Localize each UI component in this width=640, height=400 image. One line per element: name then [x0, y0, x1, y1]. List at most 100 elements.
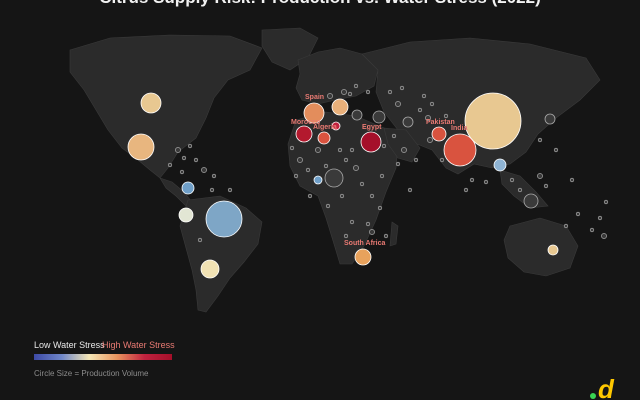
bubble-canada [140, 92, 162, 114]
south-america [179, 195, 263, 313]
minor-producer-dot [343, 157, 349, 163]
minor-producer-dot [543, 183, 549, 189]
bubble-spain [303, 102, 325, 124]
minor-producer-dot [379, 173, 385, 179]
minor-producer-dot [201, 167, 207, 173]
minor-producer-dot [369, 193, 375, 199]
minor-producer-dot [347, 91, 353, 97]
minor-producer-dot [289, 145, 295, 151]
bubble-greece [351, 109, 363, 121]
bubble-china [464, 92, 522, 150]
bubble-australia [547, 244, 559, 256]
minor-producer-dot [413, 157, 419, 163]
bubble-morocco [295, 125, 313, 143]
bubble-south-africa [354, 248, 372, 266]
minor-producer-dot [377, 205, 383, 211]
minor-producer-dot [193, 157, 199, 163]
minor-producer-dot [537, 173, 543, 179]
bubble-brazil [205, 200, 243, 238]
minor-producer-dot [395, 161, 401, 167]
minor-producer-dot [181, 155, 187, 161]
minor-producer-dot [353, 83, 359, 89]
minor-producer-dot [569, 177, 575, 183]
minor-producer-dot [209, 187, 215, 193]
minor-producer-dot [429, 101, 435, 107]
bubble-egypt [360, 131, 382, 153]
bubble-italy [331, 98, 349, 116]
minor-producer-dot [463, 187, 469, 193]
minor-producer-dot [401, 147, 407, 153]
madagascar [389, 221, 399, 247]
bubble-japan [544, 113, 556, 125]
minor-producer-dot [359, 181, 365, 187]
bubble-tunisia [331, 121, 341, 131]
label-algeria: Algeria [313, 124, 337, 131]
d-logo-icon: d [590, 374, 615, 400]
minor-producer-dot [407, 187, 413, 193]
bubble-argentina [200, 259, 220, 279]
minor-producer-dot [381, 143, 387, 149]
bubble-iran [402, 116, 414, 128]
label-india: India [451, 125, 467, 132]
bubble-nigeria [324, 168, 344, 188]
minor-producer-dot [337, 147, 343, 153]
minor-producer-dot [553, 147, 559, 153]
minor-producer-dot [307, 193, 313, 199]
label-spain: Spain [305, 94, 324, 101]
minor-producer-dot [597, 215, 603, 221]
minor-producer-dot [323, 163, 329, 169]
minor-producer-dot [601, 233, 607, 239]
bubble-ghana [313, 175, 323, 185]
minor-producer-dot [383, 233, 389, 239]
minor-producer-dot [589, 227, 595, 233]
water-stress-color-scale [34, 354, 172, 360]
chart-title: Citrus Supply Risk: Production vs. Water… [0, 0, 640, 8]
minor-producer-dot [469, 177, 475, 183]
minor-producer-dot [353, 165, 359, 171]
minor-producer-dot [391, 133, 397, 139]
minor-producer-dot [483, 179, 489, 185]
minor-producer-dot [327, 93, 333, 99]
minor-producer-dot [395, 101, 401, 107]
minor-producer-dot [509, 177, 515, 183]
north-america [69, 34, 263, 179]
minor-producer-dot [341, 89, 347, 95]
minor-producer-dot [349, 147, 355, 153]
bubble-india [443, 133, 477, 167]
australia [503, 217, 579, 277]
bubble-indonesia [523, 193, 539, 209]
minor-producer-dot [187, 143, 193, 149]
bubble-turkey [372, 110, 386, 124]
minor-producer-dot [387, 89, 393, 95]
minor-producer-dot [211, 173, 217, 179]
label-pakistan: Pakistan [426, 119, 455, 126]
minor-producer-dot [425, 115, 431, 121]
minor-producer-dot [517, 187, 523, 193]
minor-producer-dot [293, 173, 299, 179]
minor-producer-dot [227, 187, 233, 193]
production-bubbles [127, 92, 559, 279]
minor-producer-dot [305, 167, 311, 173]
minor-producer-dot [349, 219, 355, 225]
bubble-algeria [317, 131, 331, 145]
minor-producer-dot [537, 137, 543, 143]
bubble-vietnam [493, 158, 507, 172]
minor-producer-dot [179, 169, 185, 175]
minor-producer-dot [315, 147, 321, 153]
minor-producer-dot [339, 193, 345, 199]
legend-high-label: High Water Stress [102, 340, 175, 350]
minor-producer-dot [443, 113, 449, 119]
bubble-colombia [178, 207, 194, 223]
svg-text:d: d [598, 374, 615, 400]
label-morocco: Morocco [291, 119, 320, 126]
minor-producer-dot [369, 229, 375, 235]
minor-producer-dot [343, 233, 349, 239]
minor-producer-dot [575, 211, 581, 217]
bubble-pakistan [431, 126, 447, 142]
minor-producer-dot [325, 203, 331, 209]
label-south-africa: South Africa [344, 240, 385, 247]
minor-producer-dot [399, 85, 405, 91]
minor-producer-dot [563, 223, 569, 229]
